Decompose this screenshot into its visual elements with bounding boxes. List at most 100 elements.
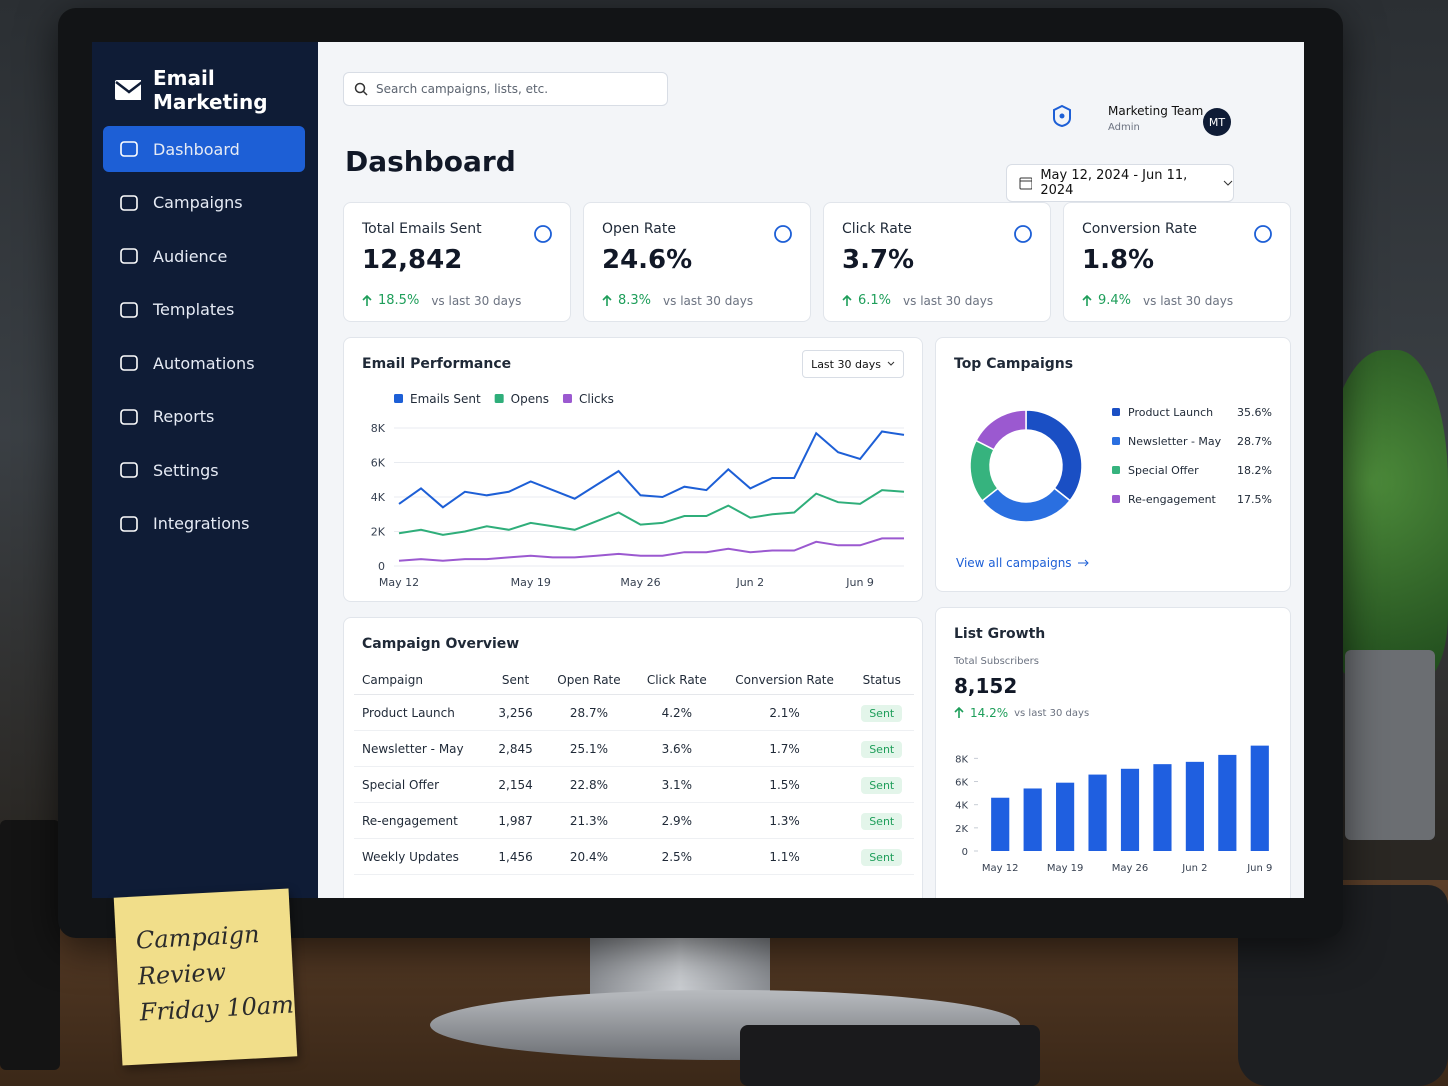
table-cell: 28.7% <box>544 694 634 731</box>
x-tick-label: May 12 <box>379 576 419 589</box>
table-cell: 21.3% <box>544 802 634 839</box>
campaign-table: Campaign Sent Open Rate Click Rate Conversio… <box>354 666 914 875</box>
donut-segment <box>981 487 1072 523</box>
table-cell: 2.5% <box>633 838 720 875</box>
x-tick-label: May 26 <box>1112 863 1149 874</box>
period-select[interactable]: Last 30 days <box>802 350 904 378</box>
table-cell: Sent <box>849 694 914 731</box>
up-arrow <box>1082 294 1092 306</box>
brand-icon <box>115 80 142 100</box>
table-cell: 2,154 <box>487 766 545 803</box>
bar <box>1120 768 1140 851</box>
icon-shape <box>120 515 138 532</box>
status-pill: Sent <box>861 812 903 830</box>
sidebar: Email Marketing Dashboard Campaigns Audien… <box>92 42 318 898</box>
nav-icon <box>120 194 138 211</box>
table-cell: Weekly Updates <box>354 838 488 875</box>
nav-icon <box>120 408 138 425</box>
nav-label: Campaigns <box>153 193 243 212</box>
nav-item[interactable]: Campaigns <box>103 180 305 226</box>
icon-shape <box>1254 225 1272 243</box>
up-arrow <box>602 294 612 306</box>
nav-label: Integrations <box>153 514 250 533</box>
icon-shape <box>534 225 552 243</box>
kpi-label: Conversion Rate <box>1082 221 1198 237</box>
kpi-card: Click Rate 3.7% 6.1% vs last 30 days <box>823 202 1051 322</box>
icon-shape <box>120 408 138 425</box>
nav-label: Templates <box>153 300 235 319</box>
donut-chart: Product Launch 35.6% Newsletter - May 28.7%… <box>969 406 1272 523</box>
arrow-icon <box>1077 559 1089 567</box>
series-line <box>398 430 905 509</box>
chevron <box>1224 180 1233 186</box>
column-header: Conversion Rate <box>719 666 850 695</box>
calendar-icon <box>1019 177 1033 190</box>
bar <box>1218 754 1237 851</box>
kpi-change: 6.1% <box>858 293 892 308</box>
nav-icon <box>120 462 138 478</box>
legend-label: Special Offer <box>1128 464 1199 477</box>
bar <box>1023 788 1042 851</box>
notebook <box>740 1025 1040 1086</box>
list-growth-card: List Growth Total Subscribers 8,152 14.2… <box>935 607 1291 898</box>
kpi-change: 9.4% <box>1098 293 1132 308</box>
nav-item[interactable]: Templates <box>103 287 305 333</box>
nav-label: Settings <box>153 460 219 480</box>
table-row: Newsletter - May 2,845 25.1% 3.6% 1.7% Sent <box>354 730 914 767</box>
note-line: Friday 10am <box>139 990 295 1027</box>
y-tick-label: 8K <box>371 422 386 435</box>
view-all-link[interactable]: View all campaigns <box>956 556 1090 570</box>
table-cell: 3.1% <box>633 766 720 803</box>
nav-item[interactable]: Dashboard <box>103 126 305 172</box>
table-cell: 22.8% <box>544 766 634 803</box>
table-row: Special Offer 2,154 22.8% 3.1% 1.5% Sent <box>354 766 914 803</box>
card-title: List Growth <box>954 626 1046 642</box>
kpi-value: 1.8% <box>1082 245 1155 275</box>
nav-item[interactable]: Audience <box>103 233 305 279</box>
table-cell: Sent <box>849 838 914 875</box>
donut-segment <box>1025 409 1083 502</box>
legend-label: Newsletter - May <box>1128 435 1222 448</box>
kpi-card: Total Emails Sent 12,842 18.5% vs last 30 d… <box>343 202 571 322</box>
icon-shape <box>120 301 138 318</box>
chevron <box>887 361 895 366</box>
arrow-shape <box>1082 294 1092 306</box>
icon-shape <box>774 225 792 243</box>
nav-item[interactable]: Automations <box>103 340 305 386</box>
y-tick-label: 4K <box>955 801 968 812</box>
date-picker[interactable]: May 12, 2024 - Jun 11, 2024 <box>1006 164 1234 202</box>
arrow-shape <box>362 294 372 306</box>
avatar[interactable]: MT <box>1203 108 1231 136</box>
plant-pot <box>1345 650 1435 840</box>
kpi-compare: vs last 30 days <box>1143 293 1234 308</box>
email-performance-card: Email Performance Last 30 days Emails Se… <box>343 337 923 602</box>
legend-label: Clicks <box>579 392 614 406</box>
legend-swatch <box>1112 408 1120 416</box>
search-box[interactable]: Search campaigns, lists, etc. <box>343 72 668 106</box>
nav-item[interactable]: Settings <box>103 447 305 493</box>
notification-icon[interactable] <box>1051 104 1073 128</box>
table-cell: 20.4% <box>544 838 634 875</box>
period: Last 30 days <box>811 357 881 371</box>
nav-item[interactable]: Reports <box>103 394 305 440</box>
change: 14.2% <box>970 706 1009 720</box>
kpi-value: 3.7% <box>842 245 915 275</box>
kpi-compare: vs last 30 days <box>903 293 994 308</box>
header-row: Campaign Sent Open Rate Click Rate Conversio… <box>354 666 914 695</box>
legend-label: Opens <box>511 392 549 406</box>
nav-item[interactable]: Integrations <box>103 501 305 547</box>
legend-swatch <box>394 394 403 403</box>
bar <box>1250 745 1269 851</box>
up-arrow <box>362 294 372 306</box>
icon-shape <box>120 248 138 264</box>
value-label: 18.2% <box>1237 464 1272 477</box>
kpi-value: 12,842 <box>362 245 463 275</box>
status-pill: Sent <box>861 704 903 722</box>
bar <box>1153 764 1172 851</box>
x-tick-label: May 19 <box>511 576 551 589</box>
table-cell: Re-engagement <box>354 802 488 839</box>
status-pill: Sent <box>861 740 903 758</box>
column-header: Open Rate <box>544 666 634 695</box>
icon-shape <box>120 141 138 157</box>
